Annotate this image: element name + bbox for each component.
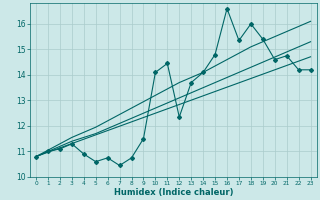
X-axis label: Humidex (Indice chaleur): Humidex (Indice chaleur): [114, 188, 233, 197]
